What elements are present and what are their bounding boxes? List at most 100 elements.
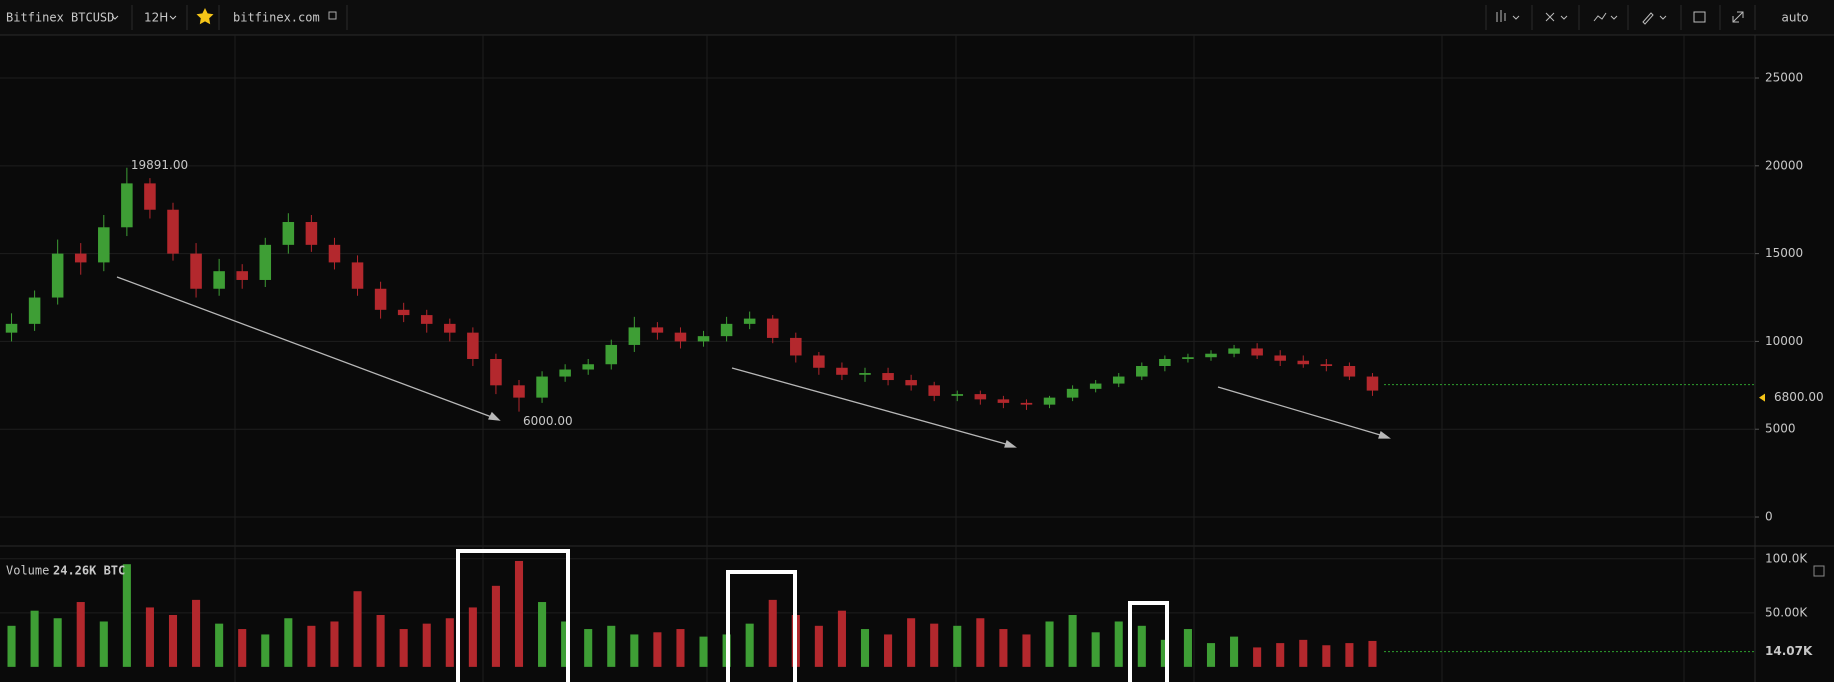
candle-body	[1043, 397, 1056, 405]
marks: 0 5000 10000 15000 20000 25000 19891.00 6000.00…	[0, 71, 1824, 667]
y-tick-label: 20000	[1765, 158, 1803, 172]
volume-bar	[1368, 640, 1377, 667]
volume-bar	[1183, 629, 1192, 667]
candle-body	[951, 394, 964, 396]
candle-body	[213, 271, 225, 289]
volume-bar	[814, 625, 823, 667]
y-tick-label: 50.00K	[1765, 605, 1808, 619]
candle-body	[1020, 402, 1033, 405]
volume-bar	[1322, 645, 1331, 667]
candle-body	[28, 297, 41, 324]
volume-bar	[1091, 632, 1100, 667]
volume-subtitle: 24.26K BTC	[53, 564, 125, 578]
volume-bar	[653, 632, 662, 667]
volume-bar	[445, 618, 454, 667]
candle-body	[5, 323, 18, 333]
volume-bar	[930, 623, 939, 667]
candle-body	[1159, 358, 1171, 367]
volume-bar	[353, 591, 362, 667]
volume-bar	[999, 629, 1008, 667]
candle-body	[1066, 388, 1079, 398]
volume-bar	[1068, 615, 1077, 667]
candle-body	[1136, 366, 1148, 377]
volume-bar	[376, 615, 385, 667]
close-pane-button[interactable]	[1813, 565, 1825, 577]
candle-body	[1251, 348, 1263, 356]
volume-bar	[976, 618, 985, 667]
volume-bar	[168, 615, 178, 667]
volume-bar	[307, 625, 316, 667]
candle-body	[790, 337, 802, 356]
candle-body	[51, 253, 64, 298]
toolbar-icons	[1485, 5, 1756, 30]
scale-mode[interactable]: auto	[1781, 11, 1808, 25]
last-price-label: 6800.00	[1774, 390, 1824, 404]
volume-bar	[30, 610, 39, 667]
volume-bar	[238, 629, 247, 667]
symbol-selector[interactable]: Bitfinex BTCUSD	[6, 11, 114, 25]
volume-bar	[676, 629, 685, 667]
candle-body	[190, 253, 202, 289]
last-volume-label: 14.07K	[1765, 644, 1813, 658]
candle-body	[328, 244, 341, 263]
y-tick-label: 5000	[1765, 422, 1796, 436]
candle-body	[1182, 357, 1194, 359]
candle-body	[1366, 376, 1379, 391]
candle-body	[167, 209, 179, 254]
candle-body	[1112, 376, 1125, 384]
candle-body	[536, 376, 548, 398]
candle-body	[490, 358, 502, 386]
candle-body	[582, 364, 594, 370]
candle-body	[559, 369, 571, 377]
candle-body	[1205, 353, 1217, 358]
candle-body	[628, 327, 641, 345]
volume-bar	[330, 621, 339, 667]
volume-bar	[7, 625, 16, 667]
favorite-star[interactable]	[196, 8, 214, 25]
external-link-icon	[328, 11, 337, 20]
highlight-boxes	[456, 549, 1169, 682]
volume-bar	[768, 599, 777, 667]
trough-label: 6000.00	[523, 414, 573, 428]
volume-bar	[53, 618, 62, 667]
volume-bar	[399, 629, 408, 667]
last-price-marker	[1759, 393, 1765, 402]
volume-bar	[468, 607, 477, 667]
volume-title: Volume	[6, 564, 49, 578]
candle-body	[1297, 360, 1310, 365]
volume-bar	[1137, 625, 1146, 667]
candle-body	[1343, 366, 1356, 377]
candle-body	[1320, 364, 1333, 367]
candle-body	[674, 332, 687, 342]
volume-bar	[192, 599, 201, 667]
interval-caret	[169, 15, 177, 20]
interval-selector[interactable]: 12H	[144, 11, 168, 25]
volume-bar	[860, 629, 870, 667]
candle-body	[121, 183, 133, 228]
volume-bar	[145, 607, 154, 667]
candle-body	[997, 399, 1010, 403]
candle-body	[305, 222, 318, 245]
candle-body	[236, 271, 248, 280]
volume-bar	[1230, 636, 1239, 667]
volume-bar	[907, 618, 916, 667]
candle-body	[74, 253, 87, 263]
trend-arrows	[116, 276, 1391, 448]
volume-bar	[1299, 639, 1308, 667]
vertical-grid	[234, 35, 1685, 682]
volume-bar	[284, 618, 293, 667]
candle-body	[144, 183, 156, 210]
candle-body	[351, 262, 364, 289]
candle-body	[605, 344, 618, 365]
peak-label: 19891.00	[131, 158, 188, 172]
candle-body	[513, 385, 525, 398]
y-tick-label: 10000	[1765, 334, 1803, 348]
volume-bar	[699, 636, 708, 667]
candle-body	[420, 315, 433, 324]
volume-bar	[1045, 621, 1054, 667]
site-link[interactable]: bitfinex.com	[233, 11, 320, 25]
volume-bar	[99, 621, 108, 667]
candle-body	[374, 288, 387, 310]
volume-bar	[745, 623, 754, 667]
